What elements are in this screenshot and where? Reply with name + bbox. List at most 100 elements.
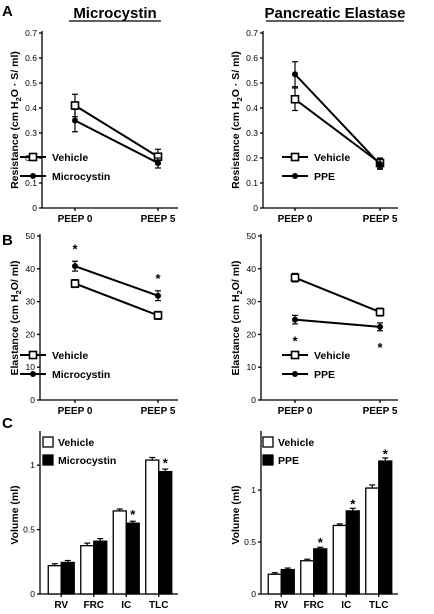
y-axis-label-part: O/ ml) [230, 260, 242, 290]
x-tick-label: TLC [149, 600, 168, 609]
chart-b-left: 0 10 20 30 40 50 Elastance (cm H2O/ ml) PEEP 0 P… [9, 231, 178, 417]
y-axis-label: Resistance (cm H2O · S/ ml) [230, 51, 244, 189]
y-tick-label: 0 [30, 589, 35, 599]
legend-marker-circle [30, 173, 36, 179]
y-tick-label: 0.2 [246, 153, 258, 163]
legend-label: PPE [314, 171, 335, 183]
y-axis-label-part: Elastance (cm H [230, 294, 242, 375]
bar-microcystin [158, 470, 173, 595]
series-line-microcystin [74, 265, 159, 297]
series-line-vehicle [74, 104, 159, 158]
significance-star: * [292, 333, 298, 348]
series-line-vehicle [294, 276, 381, 314]
x-tick-label: FRC [83, 600, 104, 609]
data-point-square [70, 101, 80, 110]
x-tick-label: PEEP 5 [363, 214, 398, 225]
y-axis-label-part: O · S/ ml) [9, 51, 21, 97]
y-axis-label-part: 2 [235, 290, 244, 294]
data-point-square [153, 311, 163, 320]
series-line-vehicle [74, 282, 159, 317]
y-tick-label: 0 [32, 203, 37, 213]
y-tick-label: 0.1 [246, 178, 258, 188]
data-point-circle [377, 323, 383, 330]
legend-marker-square [290, 152, 300, 162]
legend-swatch [262, 436, 274, 448]
y-tick-label: 0.5 [23, 525, 35, 535]
y-tick-label: 50 [247, 231, 257, 241]
y-axis-label: Elastance (cm H2O/ ml) [9, 260, 23, 375]
x-tick-label: PEEP 0 [278, 214, 313, 225]
bar-microcystin [125, 522, 140, 595]
data-point-square [290, 273, 300, 282]
significance-star: * [163, 455, 169, 470]
bar-vehicle [145, 459, 160, 595]
y-tick-label: 50 [26, 231, 36, 241]
data-point-square [70, 279, 80, 288]
bar-microcystin [93, 540, 108, 595]
series-line-ppe [294, 73, 381, 165]
chart-c-left: 0 0.5 1 Volume (ml) RV FRC IC TLC Vehicle Microcy… [9, 431, 178, 611]
legend-label: PPE [278, 455, 299, 467]
bar-microcystin [60, 561, 75, 595]
y-tick-label: 0.4 [25, 103, 37, 113]
y-tick-label: 0.3 [246, 128, 258, 138]
x-tick-label: IC [341, 600, 351, 609]
y-tick-label: 0 [30, 395, 35, 405]
y-axis-label-part: O · S/ ml) [230, 51, 242, 97]
x-tick-label: PEEP 5 [141, 214, 176, 225]
data-point-square [375, 307, 385, 317]
x-tick-label: TLC [369, 600, 388, 609]
y-tick-label: 0 [251, 589, 256, 599]
y-axis-label-part: 2 [14, 290, 23, 294]
legend-marker-circle [292, 371, 298, 377]
significance-star: * [377, 340, 383, 355]
data-point-square [290, 94, 300, 104]
x-tick-label: PEEP 5 [363, 406, 398, 417]
y-axis-label-part: O/ ml) [9, 260, 21, 290]
bar-ppe [345, 510, 360, 595]
column-title-microcystin: Microcystin [73, 5, 156, 22]
data-point-circle [72, 263, 78, 270]
y-tick-label: 1 [30, 460, 35, 470]
y-axis-label: Volume (ml) [9, 485, 21, 544]
y-axis-label: Resistance (cm H2O · S/ ml) [9, 51, 23, 189]
y-tick-label: 40 [26, 264, 36, 274]
y-tick-label: 0.5 [244, 537, 256, 547]
x-tick-label: IC [121, 600, 131, 609]
y-axis-label-part: Elastance (cm H [9, 294, 21, 375]
significance-star: * [383, 447, 389, 462]
series-line-ppe [294, 318, 381, 328]
legend-label: Vehicle [52, 350, 88, 362]
bar-vehicle [267, 573, 282, 595]
y-tick-label: 10 [26, 362, 36, 372]
y-tick-label: 20 [26, 329, 36, 339]
data-point-circle [155, 160, 161, 166]
x-tick-label: PEEP 0 [278, 406, 313, 417]
bar-ppe [378, 460, 393, 595]
y-tick-label: 0.5 [25, 78, 37, 88]
y-axis-label-part: Resistance (cm H [230, 101, 242, 189]
significance-star: * [155, 271, 161, 286]
data-point-circle [292, 316, 298, 323]
legend-label: Microcystin [52, 369, 110, 381]
x-tick-label: FRC [303, 600, 324, 609]
data-point-circle [155, 292, 161, 299]
x-tick-label: PEEP 0 [58, 214, 93, 225]
significance-star: * [72, 241, 78, 256]
y-tick-label: 0.7 [246, 28, 258, 38]
data-point-circle [72, 117, 78, 124]
legend-label: Vehicle [58, 437, 94, 449]
x-tick-label: PEEP 5 [141, 406, 176, 417]
legend-marker-square [290, 350, 300, 360]
legend-marker-circle [292, 173, 298, 179]
data-point-circle [292, 71, 298, 78]
bar-vehicle [47, 565, 62, 595]
legend-label: Microcystin [52, 171, 110, 183]
legend-label: Microcystin [58, 455, 116, 467]
x-tick-label: RV [274, 600, 288, 609]
legend-swatch [262, 454, 274, 466]
y-tick-label: 30 [247, 297, 257, 307]
legend-swatch [42, 454, 54, 466]
